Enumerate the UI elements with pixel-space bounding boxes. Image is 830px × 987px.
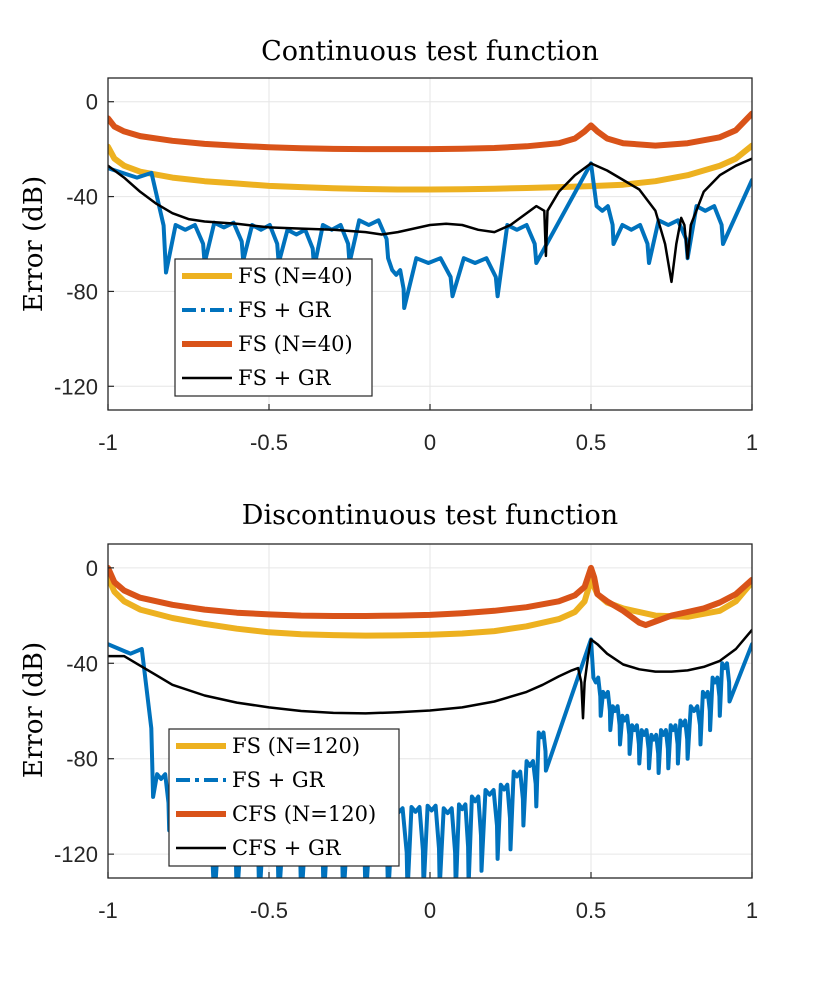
legend-label-fs-gr: FS + GR (232, 768, 326, 792)
y-tick-label: -120 (54, 842, 98, 867)
y-tick-label: -40 (66, 185, 98, 210)
series-line-2 (108, 564, 752, 629)
x-tick-label: 0.5 (576, 898, 607, 923)
x-tick-label: 0 (424, 430, 436, 455)
y-tick-labels: 0 -40 -80 -120 (54, 90, 98, 400)
y-tick-label: 0 (86, 90, 98, 115)
legend-label-cfs: FS (N=40) (238, 332, 353, 356)
x-tick-labels: -1 -0.5 0 0.5 1 (98, 898, 758, 923)
legend-label-fs: FS (N=120) (232, 734, 360, 758)
legend-label-fs: FS (N=40) (238, 264, 353, 288)
series-line-3 (108, 628, 752, 720)
x-tick-label: 0 (424, 898, 436, 923)
legend-label-fs-gr: FS + GR (238, 298, 332, 322)
x-tick-label: 0.5 (576, 430, 607, 455)
series-line-3 (108, 157, 752, 284)
y-tick-label: -40 (66, 651, 98, 676)
series-group (108, 110, 752, 310)
legend-box (168, 728, 400, 867)
x-tick-label: -0.5 (250, 898, 288, 923)
series-line-1 (108, 637, 752, 878)
legend-label-cfs: CFS (N=120) (232, 802, 376, 826)
series-group (108, 564, 752, 878)
legend: FS (N=120) FS + GR CFS (N=120) CFS + GR (168, 728, 400, 867)
y-tick-label: -80 (66, 279, 98, 304)
y-tick-label: -80 (66, 747, 98, 772)
x-tick-labels: -1 -0.5 0 0.5 1 (98, 430, 758, 455)
x-tick-label: -0.5 (250, 430, 288, 455)
tick-marks (107, 567, 753, 878)
legend-label-cfs-gr: CFS + GR (232, 836, 342, 860)
chart-title: Continuous test function (261, 36, 599, 67)
x-tick-label: -1 (98, 898, 118, 923)
x-tick-label: 1 (746, 430, 758, 455)
legend-label-cfs-gr: FS + GR (238, 366, 332, 390)
tick-marks (107, 101, 753, 410)
y-tick-label: 0 (86, 556, 98, 581)
legend-box (174, 258, 373, 397)
legend: FS (N=40) FS + GR FS (N=40) FS + GR (174, 258, 373, 397)
y-tick-label: -120 (54, 374, 98, 399)
series-line-0 (108, 574, 752, 639)
chart-discontinuous: Discontinuous test function Error (dB) 0… (19, 500, 758, 923)
x-tick-label: 1 (746, 898, 758, 923)
series-line-0 (108, 142, 752, 193)
x-tick-label: -1 (98, 430, 118, 455)
y-axis-label: Error (dB) (19, 642, 49, 778)
series-line-2 (108, 110, 752, 153)
y-axis-label: Error (dB) (19, 176, 49, 312)
y-tick-labels: 0 -40 -80 -120 (54, 556, 98, 867)
chart-title: Discontinuous test function (242, 500, 618, 531)
chart-continuous: Continuous test function Error (dB) 0 -40… (19, 36, 758, 455)
